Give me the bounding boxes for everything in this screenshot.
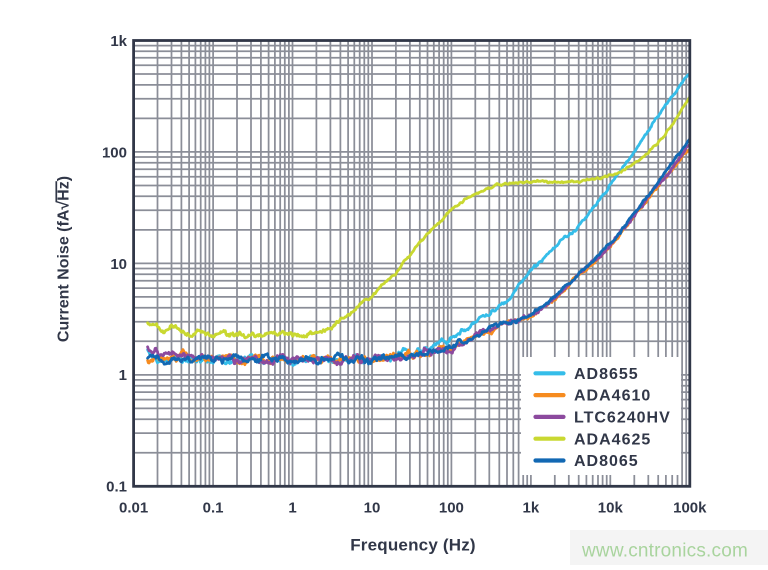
svg-text:100: 100 [439,500,464,517]
svg-text:ADA4625: ADA4625 [574,431,651,448]
svg-text:AD8655: AD8655 [574,366,639,383]
svg-text:LTC6240HV: LTC6240HV [574,410,671,427]
svg-text:0.1: 0.1 [203,500,224,517]
svg-text:100k: 100k [673,500,707,517]
svg-text:0.1: 0.1 [106,479,127,496]
svg-text:ADA4610: ADA4610 [574,388,651,405]
svg-text:1: 1 [119,367,127,384]
svg-text:1k: 1k [110,33,127,50]
svg-text:1: 1 [288,500,296,517]
svg-text:0.01: 0.01 [119,500,148,517]
svg-text:Current Noise (fA√Hz): Current Noise (fA√Hz) [56,176,73,342]
svg-text:10: 10 [110,256,127,273]
svg-text:1k: 1k [523,500,540,517]
svg-text:10: 10 [364,500,381,517]
svg-text:Frequency (Hz): Frequency (Hz) [350,535,476,554]
svg-text:AD8065: AD8065 [574,453,639,470]
svg-text:10k: 10k [598,500,624,517]
svg-text:www.cntronics.com: www.cntronics.com [581,541,748,562]
svg-text:100: 100 [102,144,127,161]
